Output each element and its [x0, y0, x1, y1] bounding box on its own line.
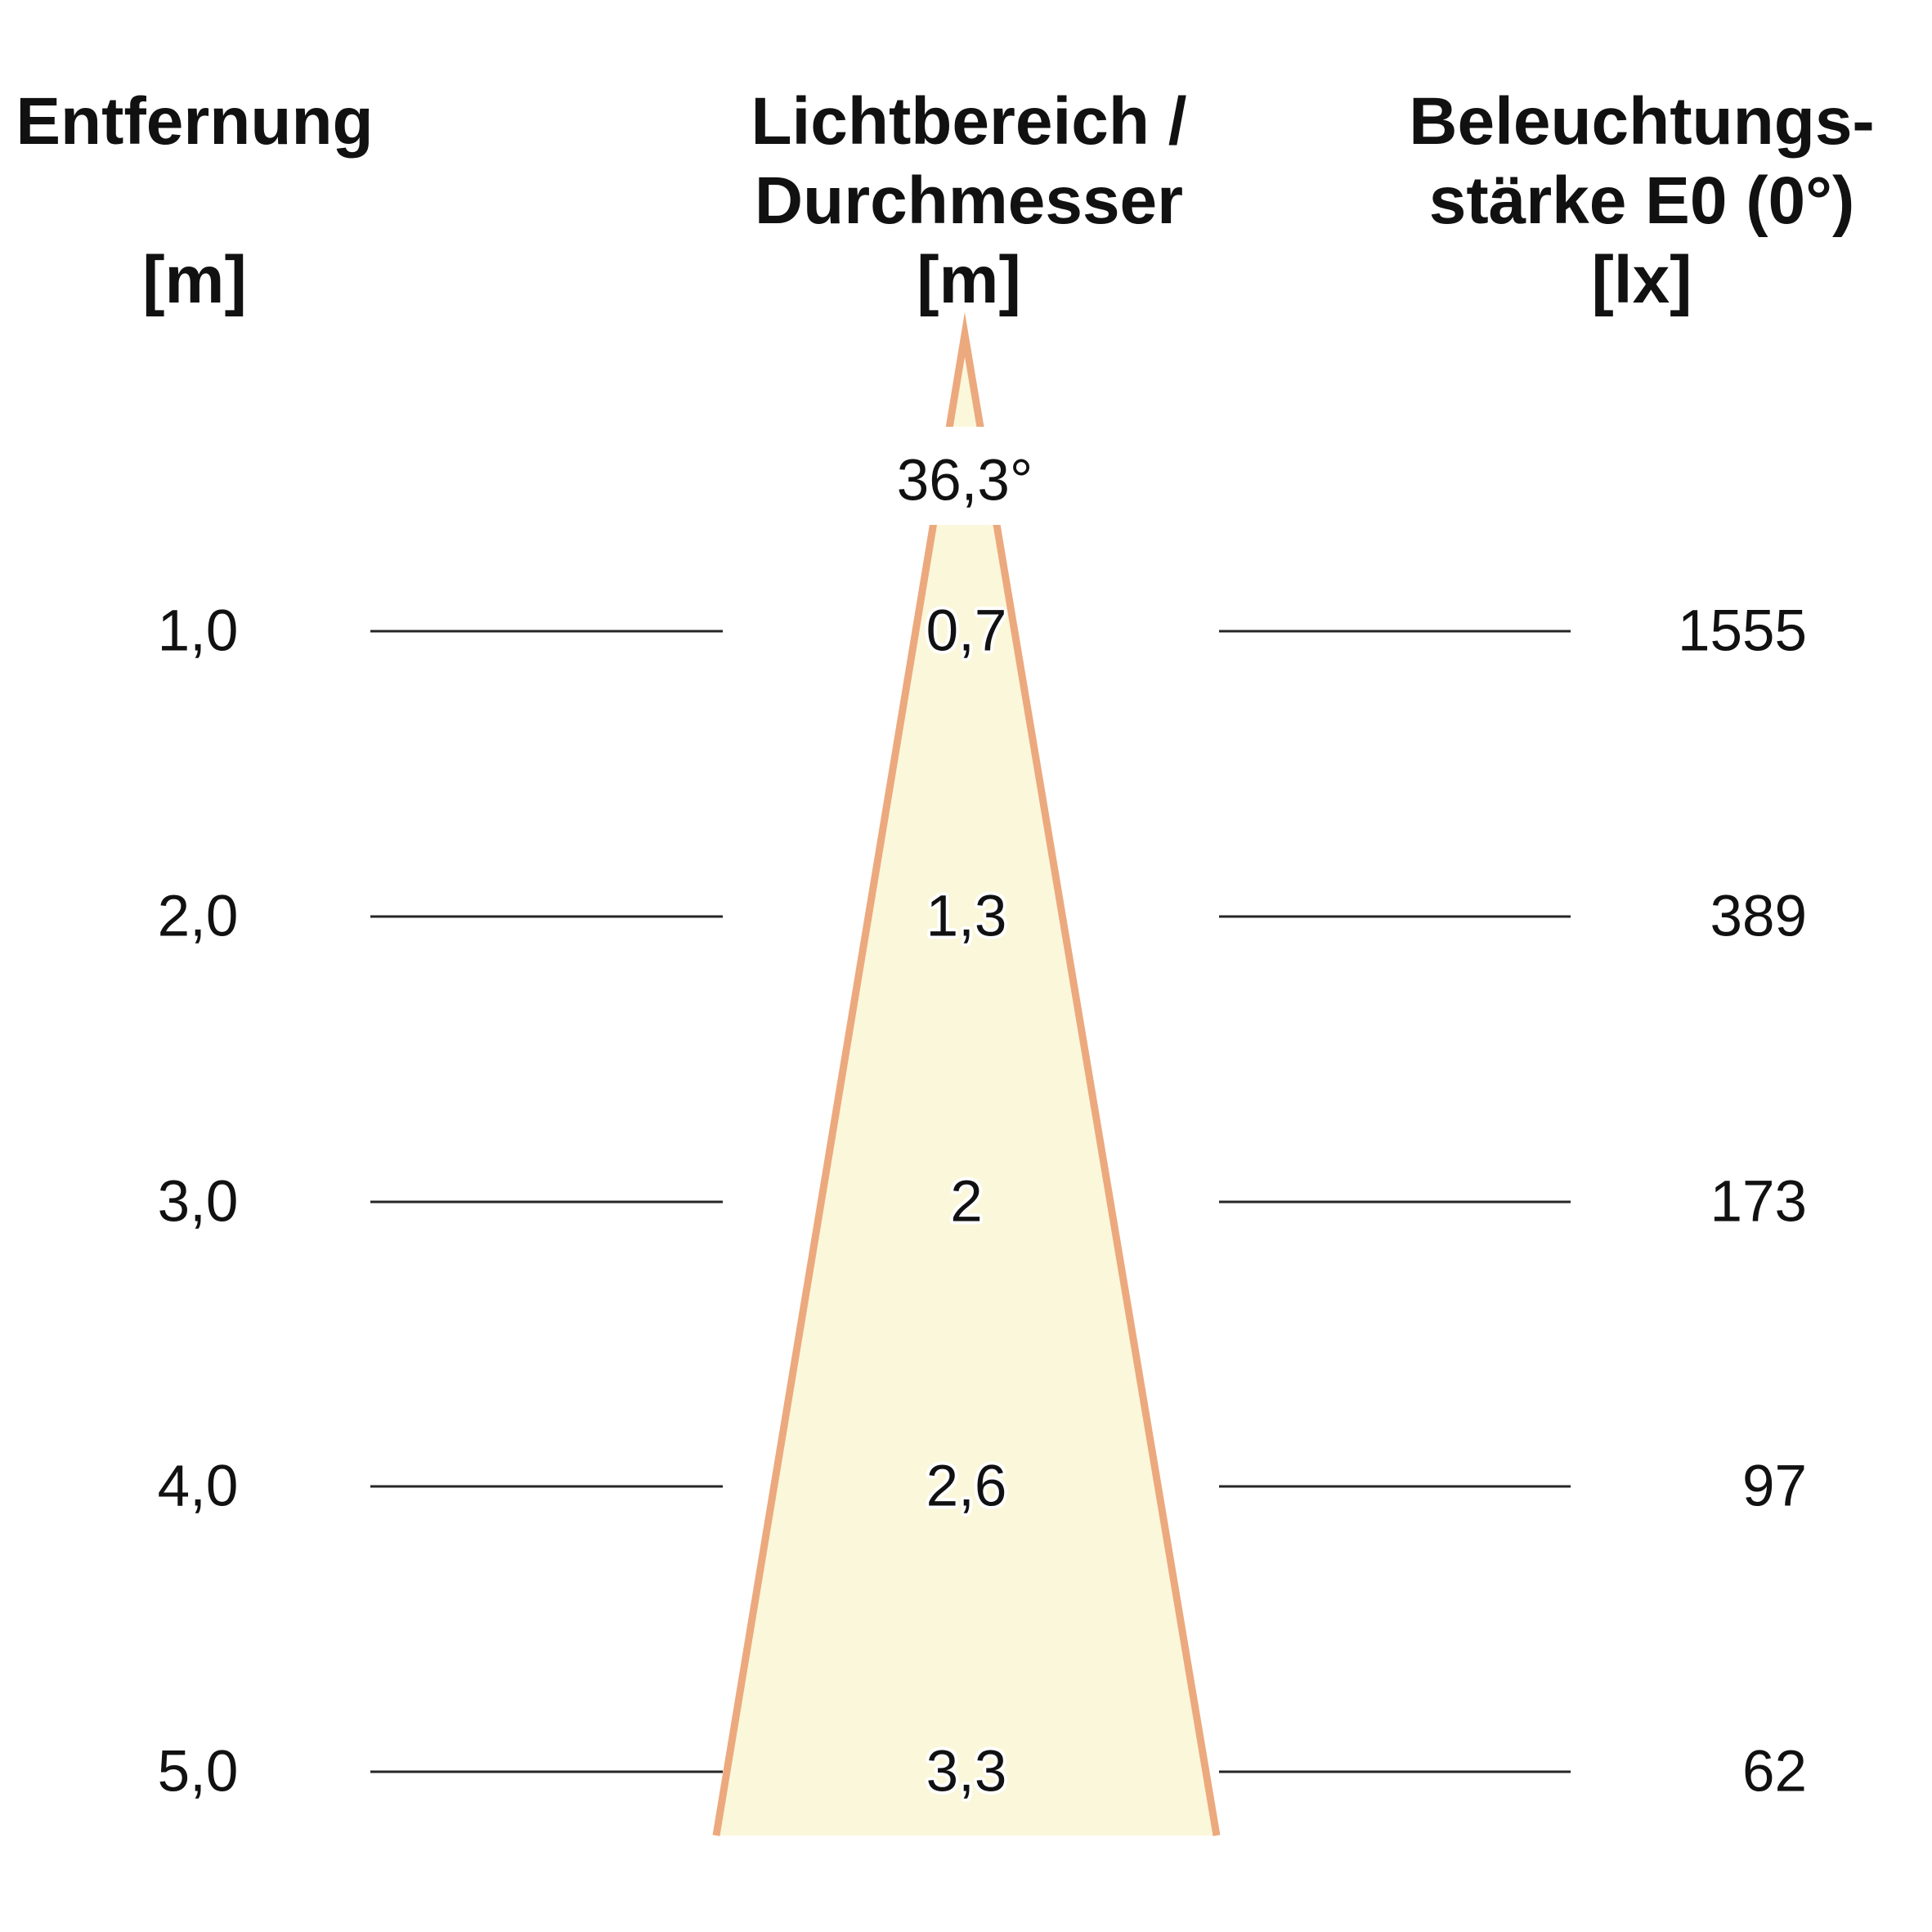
beam-angle-label-background — [871, 427, 1059, 525]
diameter-value: 0,7 — [926, 598, 1007, 664]
header-illuminance-unit: [lx] — [1591, 243, 1692, 317]
header-illuminance-line1: Beleuchtungs- — [1409, 84, 1875, 159]
distance-value: 5,0 — [157, 1739, 239, 1804]
light-cone-shape — [712, 312, 1221, 1836]
illuminance-value: 1555 — [1678, 598, 1807, 664]
header-distance: Entfernung [m] — [16, 82, 373, 320]
header-illuminance: Beleuchtungs- stärke E0 (0°) [lx] — [1409, 82, 1874, 320]
distance-value: 1,0 — [157, 598, 239, 664]
distance-value: 2,0 — [157, 884, 239, 949]
illuminance-value: 173 — [1710, 1169, 1807, 1235]
diameter-value: 2,6 — [926, 1454, 1007, 1519]
header-illuminance-line2: stärke E0 (0°) — [1428, 164, 1855, 238]
beam-angle-label: 36,3° — [896, 448, 1033, 513]
diameter-value: 1,3 — [926, 884, 1007, 949]
illuminance-value: 389 — [1710, 884, 1807, 949]
header-diameter-unit: [m] — [917, 243, 1021, 317]
distance-value: 3,0 — [157, 1169, 239, 1235]
diameter-value: 3,3 — [926, 1739, 1007, 1804]
header-distance-line2 — [16, 161, 373, 240]
header-diameter-line1: Lichtbereich / — [751, 84, 1187, 159]
illuminance-value: 97 — [1742, 1454, 1807, 1519]
diameter-value: 2 — [950, 1169, 983, 1235]
illuminance-value: 62 — [1742, 1739, 1807, 1804]
distance-value: 4,0 — [157, 1454, 239, 1519]
header-distance-unit: [m] — [142, 243, 247, 317]
header-diameter-line2: Durchmesser — [754, 164, 1184, 238]
header-distance-line1: Entfernung — [16, 84, 374, 159]
header-diameter: Lichtbereich / Durchmesser [m] — [751, 82, 1186, 320]
